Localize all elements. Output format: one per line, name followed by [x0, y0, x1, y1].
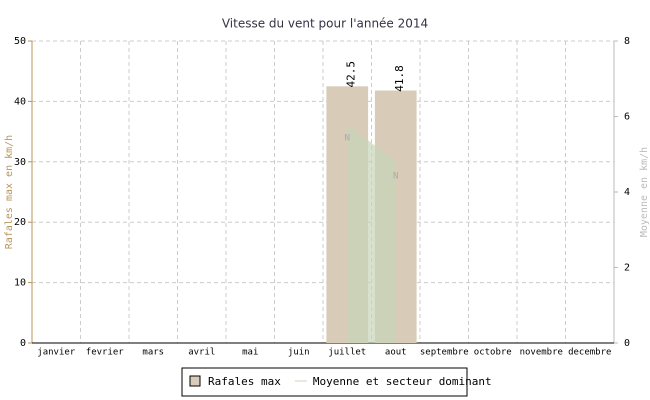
- y2-axis-label: Moyenne en km/h: [639, 147, 650, 237]
- y-tick-label: 10: [14, 278, 26, 289]
- y2-tick-label: 0: [624, 338, 630, 349]
- chart-title: Vitesse du vent pour l'année 2014: [222, 17, 428, 31]
- y2-tick-label: 8: [624, 36, 630, 47]
- x-tick-label: fevrier: [86, 348, 125, 358]
- y2-tick-label: 4: [624, 187, 630, 198]
- x-tick-label: mars: [142, 348, 164, 358]
- legend-box: [181, 367, 468, 397]
- x-tick-label: avril: [188, 348, 215, 358]
- x-tick-label: juillet: [328, 348, 366, 358]
- x-tick-label: septembre: [420, 348, 469, 358]
- value-label: 42.5: [344, 61, 357, 88]
- y-tick-label: 40: [14, 96, 26, 107]
- y2-tick-label: 6: [624, 112, 630, 123]
- legend-label: Rafales max: [208, 375, 281, 388]
- x-tick-label: novembre: [520, 348, 563, 358]
- area: [347, 124, 396, 343]
- y-tick-label: 0: [20, 338, 26, 349]
- x-tick-label: decembre: [568, 348, 611, 358]
- value-label: 41.8: [393, 65, 406, 92]
- x-tick-label: janvier: [37, 348, 76, 358]
- y-tick-label: 30: [14, 157, 26, 168]
- y2-tick-label: 2: [624, 263, 630, 274]
- y-tick-label: 50: [14, 36, 26, 47]
- x-tick-label: mai: [242, 348, 258, 358]
- y-tick-label: 20: [14, 217, 26, 228]
- legend-swatch: [189, 375, 201, 387]
- legend-label: Moyenne et secteur dominant: [313, 375, 492, 388]
- sector-label: N: [345, 134, 350, 144]
- x-tick-label: octobre: [474, 348, 512, 358]
- x-tick-label: aout: [385, 348, 407, 358]
- y-axis-label: Rafales max en km/h: [4, 135, 15, 249]
- x-tick-label: juin: [288, 348, 310, 358]
- sector-label: N: [393, 171, 398, 181]
